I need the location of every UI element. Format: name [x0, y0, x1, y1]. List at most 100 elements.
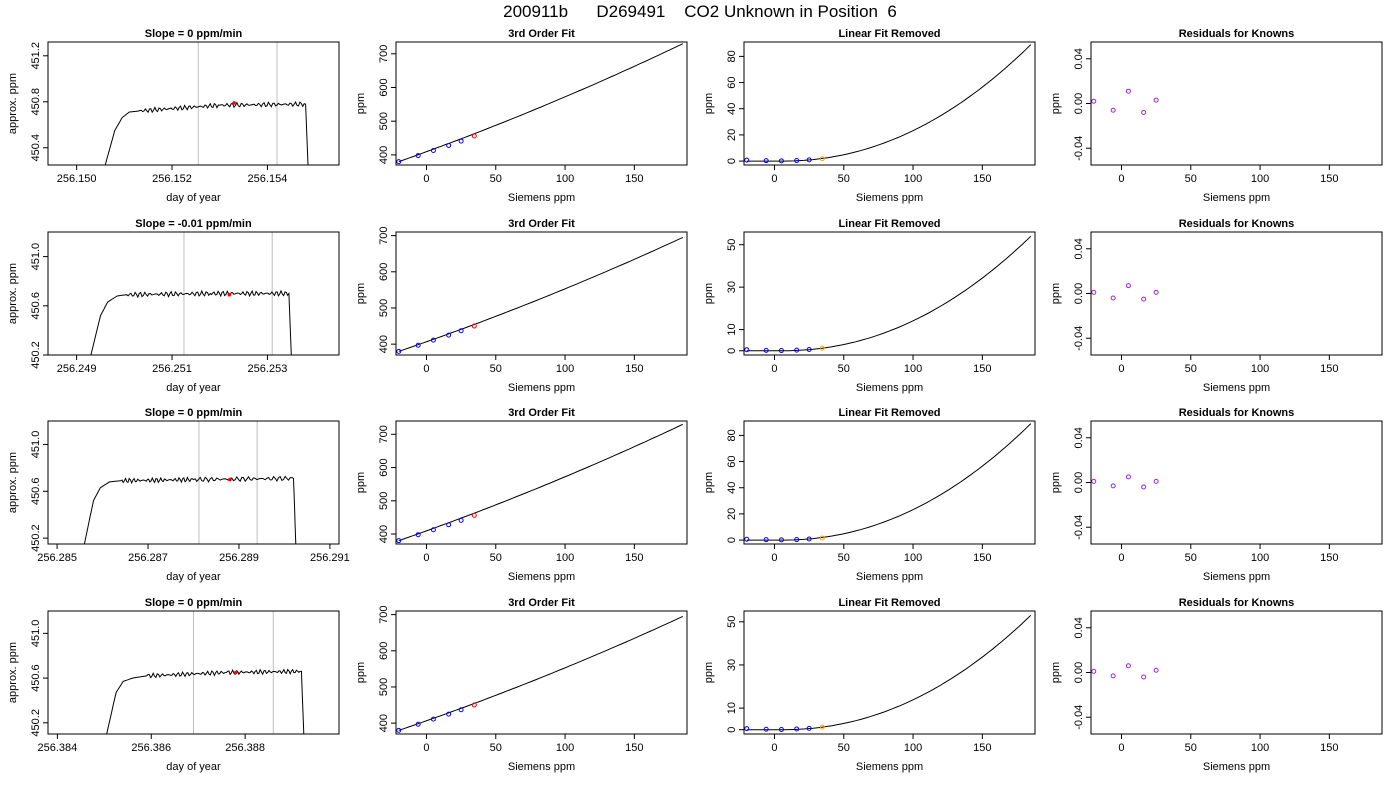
x-tick-label: 0: [423, 173, 429, 185]
residual-point: [1110, 483, 1116, 489]
data-layer: [744, 423, 1032, 543]
x-axis-label: Siemens ppm: [1203, 382, 1270, 394]
y-axis-label: approx. ppm: [7, 73, 19, 134]
plot-frame: [743, 231, 1036, 356]
series-line: [90, 289, 292, 355]
y-tick-label: -0.04: [1073, 705, 1085, 730]
selected-point: [228, 477, 232, 482]
y-axis-label: ppm: [1050, 283, 1062, 304]
y-tick-label: 600: [378, 78, 390, 96]
plot-frame: [1090, 420, 1383, 545]
x-tick-label: 100: [904, 363, 922, 375]
panel-cubic_fit-2: 3rd Order Fit 0 50 100 150 400 500 600 700 Siemen…: [355, 218, 688, 394]
x-tick-label: 0: [1118, 363, 1124, 375]
x-tick-label: 100: [556, 552, 574, 564]
x-tick-label: 150: [1320, 552, 1338, 564]
x-axis-label: Siemens ppm: [508, 192, 575, 204]
fit-curve: [746, 614, 1032, 731]
known-point: [415, 342, 421, 348]
y-tick-label: 450.6: [30, 664, 42, 692]
plot-frame: [47, 231, 340, 356]
x-tick-label: 256.289: [219, 552, 259, 564]
unknown-point: [471, 702, 477, 708]
x-tick-label: 0: [771, 742, 777, 754]
x-tick-label: 50: [490, 173, 502, 185]
known-point: [778, 537, 784, 543]
panel-title: Residuals for Knowns: [1179, 597, 1295, 609]
series-line: [83, 475, 297, 544]
residual-point: [1091, 98, 1097, 104]
x-tick-label: 50: [838, 173, 850, 185]
known-point: [430, 337, 436, 343]
residual-point: [1141, 296, 1147, 302]
known-point: [446, 142, 452, 148]
fit-curve: [398, 423, 684, 542]
x-tick-label: 50: [838, 742, 850, 754]
x-tick-label: 100: [904, 173, 922, 185]
unknown-point: [471, 133, 477, 139]
known-point: [794, 537, 800, 543]
x-tick-label: 0: [771, 363, 777, 375]
panel-title: Slope = 0 ppm/min: [145, 407, 243, 419]
y-tick-label: 450.6: [30, 292, 42, 320]
known-point: [744, 726, 750, 732]
x-tick-label: 100: [904, 742, 922, 754]
y-tick-label: 0: [726, 537, 738, 543]
x-tick-label: 256.287: [128, 552, 168, 564]
y-tick-label: -0.04: [1073, 136, 1085, 161]
panel-residuals-1: Residuals for Knowns 0 50 100 150 -0.04 0.00 0.…: [1050, 28, 1383, 204]
panel-linear_removed-1: Linear Fit Removed 0 50 100 150 0 20 40 60 80 Siem…: [703, 28, 1036, 204]
unknown-point: [471, 323, 477, 329]
y-tick-label: 450.8: [30, 88, 42, 116]
y-axis-label: ppm: [703, 93, 715, 114]
x-tick-label: 150: [973, 742, 991, 754]
known-point: [458, 138, 464, 144]
x-tick-label: 0: [1118, 173, 1124, 185]
y-tick-label: 0.04: [1073, 48, 1085, 69]
known-point: [763, 158, 769, 164]
x-axis-label: day of year: [166, 192, 221, 204]
series-line: [106, 668, 305, 734]
plot-frame: [47, 420, 340, 545]
known-point: [806, 157, 812, 163]
fit-curve: [746, 423, 1032, 541]
selected-point: [233, 670, 238, 675]
known-point: [396, 348, 402, 354]
known-point: [794, 347, 800, 353]
x-axis-label: Siemens ppm: [856, 571, 923, 583]
known-point: [446, 332, 452, 338]
x-tick-label: 0: [771, 173, 777, 185]
plot-frame: [743, 420, 1036, 545]
y-axis-label: ppm: [703, 472, 715, 493]
y-axis-label: approx. ppm: [7, 452, 19, 513]
plot-frame: [1090, 610, 1383, 735]
x-tick-label: 150: [625, 742, 643, 754]
y-tick-label: 0.04: [1073, 617, 1085, 638]
panel-residuals-3: Residuals for Knowns 0 50 100 150 -0.04 0.00 0.…: [1050, 407, 1383, 583]
y-tick-label: 0.04: [1073, 427, 1085, 448]
x-tick-label: 0: [1118, 742, 1124, 754]
x-tick-label: 150: [973, 552, 991, 564]
x-tick-label: 256.152: [152, 173, 192, 185]
known-point: [396, 727, 402, 733]
x-tick-label: 100: [904, 552, 922, 564]
x-axis-label: day of year: [166, 761, 221, 773]
residual-point: [1141, 109, 1147, 115]
y-tick-label: 20: [726, 508, 738, 520]
y-tick-label: 80: [726, 50, 738, 62]
known-point: [415, 153, 421, 159]
panel-title: Residuals for Knowns: [1179, 28, 1295, 40]
y-tick-label: 0.00: [1073, 283, 1085, 304]
y-tick-label: 40: [726, 482, 738, 494]
x-tick-label: 50: [1185, 552, 1197, 564]
panel-title: Linear Fit Removed: [838, 407, 940, 419]
y-tick-label: 451.2: [30, 42, 42, 70]
known-point: [778, 726, 784, 732]
fit-curve: [398, 236, 684, 352]
x-tick-label: 0: [423, 552, 429, 564]
plot-frame: [47, 610, 340, 735]
known-point: [806, 536, 812, 542]
residual-point: [1153, 289, 1159, 295]
y-axis-label: ppm: [355, 662, 367, 683]
